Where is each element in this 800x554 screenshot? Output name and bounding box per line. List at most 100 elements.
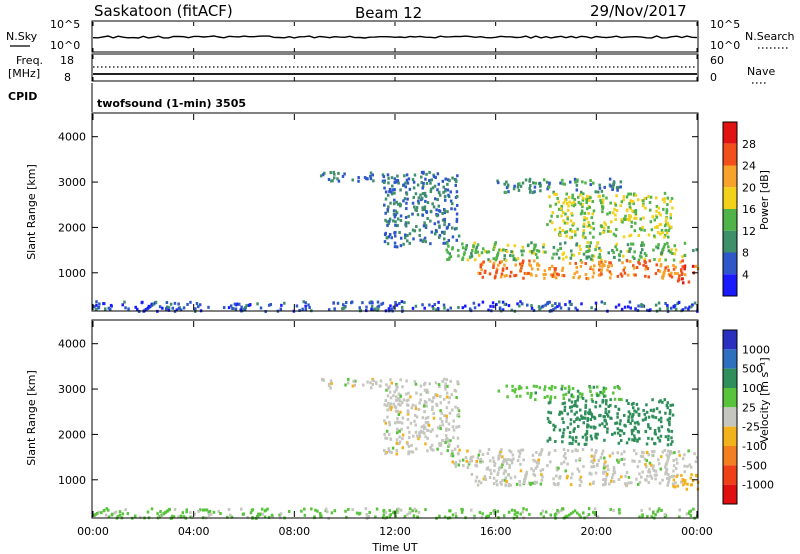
echo-cell [454, 464, 457, 468]
echo-cell [609, 507, 612, 511]
echo-cell [415, 447, 418, 451]
echo-cell [488, 459, 492, 463]
echo-cell [687, 280, 691, 284]
echo-cell [567, 208, 570, 212]
echo-cell [500, 482, 503, 486]
echo-cell [437, 204, 441, 208]
echo-cell [603, 221, 606, 225]
echo-cell [634, 208, 638, 212]
echo-cell [609, 276, 612, 280]
echo-cell [614, 213, 617, 217]
echo-cell [681, 308, 685, 312]
echo-cell [424, 416, 428, 420]
echo-cell [492, 265, 495, 269]
echo-cell [458, 448, 461, 452]
echo-cell [460, 510, 464, 514]
echo-cell [448, 252, 452, 256]
echo-cell [446, 250, 450, 254]
echo-cell [413, 507, 417, 511]
echo-cell [423, 402, 426, 406]
echo-cell [461, 306, 465, 310]
echo-cell [570, 229, 574, 233]
echo-cell [423, 191, 427, 195]
echo-cell [217, 509, 220, 513]
echo-cell [522, 249, 525, 253]
echo-cell [322, 378, 325, 382]
echo-cell [405, 392, 408, 396]
echo-cell [432, 175, 436, 179]
x-tick-label: 20:00 [580, 525, 612, 538]
echo-cell [433, 232, 437, 236]
echo-cell [595, 245, 598, 249]
echo-cell [585, 429, 589, 433]
echo-cell [385, 436, 389, 440]
echo-cell [521, 245, 525, 249]
echo-cell [681, 259, 684, 263]
echo-cell [420, 170, 424, 174]
echo-cell [449, 454, 453, 458]
echo-cell [695, 456, 699, 460]
echo-cell [620, 452, 623, 456]
echo-cell [586, 249, 590, 253]
echo-cell [558, 230, 562, 234]
echo-cell [588, 471, 592, 475]
echo-cell [443, 223, 446, 227]
echo-cell [567, 390, 571, 394]
echo-cell [561, 252, 565, 256]
echo-cell [687, 307, 690, 311]
echo-cell [570, 409, 573, 413]
echo-cell [574, 403, 577, 407]
echo-cell [150, 507, 154, 511]
echo-cell [329, 386, 332, 390]
echo-cell [557, 466, 560, 470]
echo-cell [413, 173, 417, 177]
echo-cell [227, 507, 231, 511]
echo-cell [612, 255, 616, 259]
echo-cell [564, 303, 567, 307]
echo-cell [663, 398, 667, 402]
echo-cell [631, 459, 634, 463]
echo-cell [601, 483, 605, 487]
echo-cell [436, 188, 439, 192]
echo-cell [409, 421, 413, 425]
echo-cell [581, 416, 585, 420]
echo-cell [461, 256, 465, 260]
echo-cell [126, 512, 130, 516]
echo-cell [389, 402, 393, 406]
echo-cell [394, 511, 398, 515]
echo-cell [592, 254, 596, 258]
echo-cell [495, 255, 499, 259]
echo-cell [470, 251, 473, 255]
echo-cell [442, 377, 446, 381]
echo-cell [493, 509, 496, 513]
echo-cell [489, 304, 492, 308]
power-tick-label: 12 [742, 225, 756, 238]
echo-cell [165, 306, 168, 310]
echo-cell [198, 303, 202, 307]
echo-cell [457, 234, 461, 238]
echo-cell [406, 412, 410, 416]
echo-cell [513, 512, 517, 516]
echo-cell [590, 454, 593, 458]
echo-cell [615, 421, 619, 425]
echo-cell [423, 431, 426, 435]
echo-cell [592, 209, 596, 213]
echo-cell [542, 273, 546, 277]
echo-cell [523, 271, 527, 275]
echo-cell [447, 193, 450, 197]
echo-cell [691, 303, 694, 307]
echo-cell [659, 232, 662, 236]
echo-cell [412, 434, 415, 438]
echo-cell [535, 384, 538, 388]
echo-cell [443, 194, 447, 198]
echo-cell [333, 307, 336, 311]
echo-cell [457, 414, 461, 418]
echo-cell [384, 436, 387, 440]
echo-cell [553, 483, 557, 487]
echo-cell [387, 205, 390, 209]
echo-cell [539, 189, 542, 193]
echo-cell [591, 268, 595, 272]
echo-cell [598, 252, 602, 256]
echo-cell [419, 393, 423, 397]
echo-cell [474, 479, 478, 483]
